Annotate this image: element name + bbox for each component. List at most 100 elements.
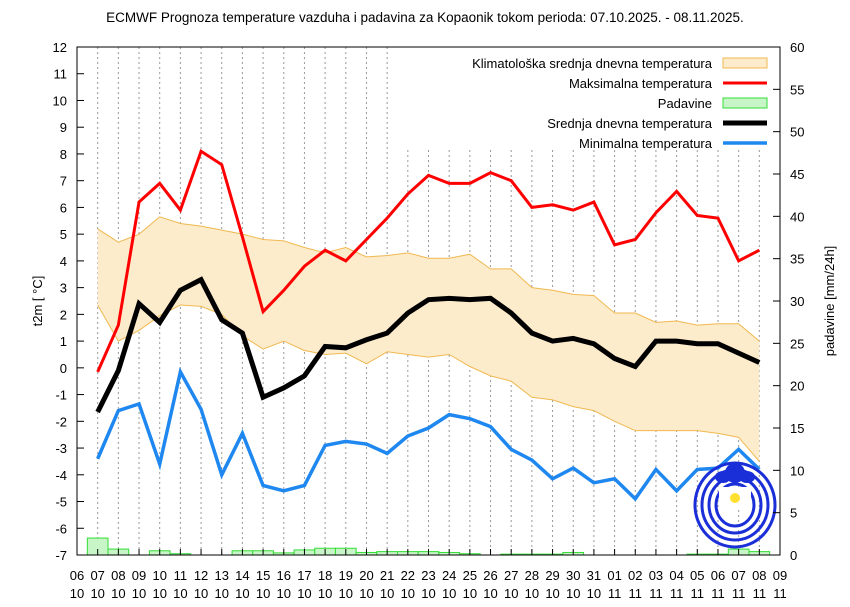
legend-label: Maksimalna temperatura [569,76,713,91]
climatology-band [97,216,760,462]
x-tick-day-label: 08 [111,568,125,583]
x-tick-month-label: 10 [297,586,311,601]
x-tick-month-label: 10 [525,586,539,601]
x-tick-month-label: 11 [629,586,643,601]
x-tick-day-label: 12 [194,568,208,583]
legend: Klimatološka srednja dnevna temperatura M… [472,56,768,151]
x-tick-month-label: 10 [235,586,249,601]
x-tick-day-label: 15 [256,568,270,583]
x-tick-month-label: 10 [256,586,270,601]
x-tick-day-label: 07 [731,568,745,583]
x-tick-day-label: 18 [318,568,332,583]
y2-tick-label: 15 [790,421,804,436]
legend-label: Minimalna temperatura [579,136,713,151]
y-tick-label: 2 [60,307,67,322]
x-tick-month-label: 10 [483,586,497,601]
x-tick-day-label: 31 [587,568,601,583]
y2-tick-label: 5 [790,506,797,521]
x-tick-month-label: 10 [90,586,104,601]
x-tick-day-label: 06 [70,568,84,583]
x-tick-month-label: 10 [215,586,229,601]
y-tick-label: -6 [55,521,67,536]
x-tick-month-label: 10 [70,586,84,601]
x-tick-month-label: 11 [753,586,767,601]
x-tick-month-label: 10 [111,586,125,601]
climatology-lower-edge [97,304,760,462]
y2-tick-label: 45 [790,167,804,182]
y2-tick-label: 0 [790,548,797,563]
y-tick-label: 8 [60,147,67,162]
x-tick-day-label: 20 [359,568,373,583]
y-tick-label: 7 [60,174,67,189]
x-tick-day-label: 03 [649,568,663,583]
y-tick-label: 10 [53,93,67,108]
x-tick-month-label: 10 [152,586,166,601]
y-tick-label: 6 [60,200,67,215]
y-tick-label: 5 [60,227,67,242]
y-tick-label: 11 [54,67,68,82]
y-tick-label: 3 [60,281,67,296]
y-tick-label: 12 [53,40,67,55]
y-tick-label: 9 [60,120,67,135]
y-axis-label: t2m [ °C] [30,276,45,327]
y-tick-label: -4 [55,468,67,483]
x-tick-day-label: 25 [463,568,477,583]
x-tick-day-label: 10 [152,568,166,583]
x-tick-month-label: 10 [318,586,332,601]
x-tick-day-label: 08 [752,568,766,583]
y2-tick-label: 55 [790,82,804,97]
x-tick-month-label: 11 [649,586,663,601]
x-tick-day-label: 27 [504,568,518,583]
x-tick-day-label: 11 [174,568,188,583]
x-tick-day-label: 09 [773,568,787,583]
axes: -7-6-5-4-3-2-101234567891011120510152025… [53,40,805,601]
y-tick-label: -3 [55,441,67,456]
y2-tick-label: 20 [790,379,804,394]
legend-swatch [722,97,768,109]
y2-tick-label: 30 [790,294,804,309]
x-tick-day-label: 09 [132,568,146,583]
legend-label: Srednja dnevna temperatura [547,116,713,131]
x-tick-month-label: 10 [339,586,353,601]
x-tick-month-label: 11 [691,586,705,601]
legend-label: Padavine [658,96,712,111]
x-tick-month-label: 10 [463,586,477,601]
x-tick-day-label: 14 [235,568,249,583]
x-tick-day-label: 22 [401,568,415,583]
x-tick-day-label: 19 [339,568,353,583]
x-tick-day-label: 30 [566,568,580,583]
legend-swatch [722,57,768,69]
y2-tick-label: 25 [790,336,804,351]
x-tick-month-label: 10 [173,586,187,601]
y-tick-label: 0 [60,361,67,376]
y2-tick-label: 50 [790,125,804,140]
x-tick-day-label: 29 [545,568,559,583]
x-tick-day-label: 17 [297,568,311,583]
y2-tick-label: 40 [790,209,804,224]
x-tick-month-label: 10 [380,586,394,601]
x-tick-day-label: 02 [628,568,642,583]
y-tick-label: 4 [60,254,67,269]
y2-tick-label: 60 [790,40,804,55]
climatology-upper-edge [97,216,760,342]
x-tick-day-label: 05 [690,568,704,583]
x-tick-day-label: 23 [421,568,435,583]
x-tick-month-label: 10 [545,586,559,601]
x-tick-month-label: 11 [732,586,746,601]
x-tick-month-label: 11 [711,586,725,601]
x-tick-day-label: 04 [669,568,683,583]
x-tick-month-label: 11 [773,586,787,601]
x-tick-day-label: 07 [90,568,104,583]
y2-tick-label: 35 [790,252,804,267]
x-tick-day-label: 01 [607,568,621,583]
y2-axis-label: padavine [mm/24h] [822,246,837,357]
x-tick-month-label: 10 [421,586,435,601]
y-tick-label: -5 [55,495,67,510]
x-tick-day-label: 16 [277,568,291,583]
x-tick-day-label: 21 [380,568,394,583]
chart-title: ECMWF Prognoza temperature vazduha i pad… [106,10,744,25]
x-tick-month-label: 10 [132,586,146,601]
y-tick-label: -7 [55,548,67,563]
